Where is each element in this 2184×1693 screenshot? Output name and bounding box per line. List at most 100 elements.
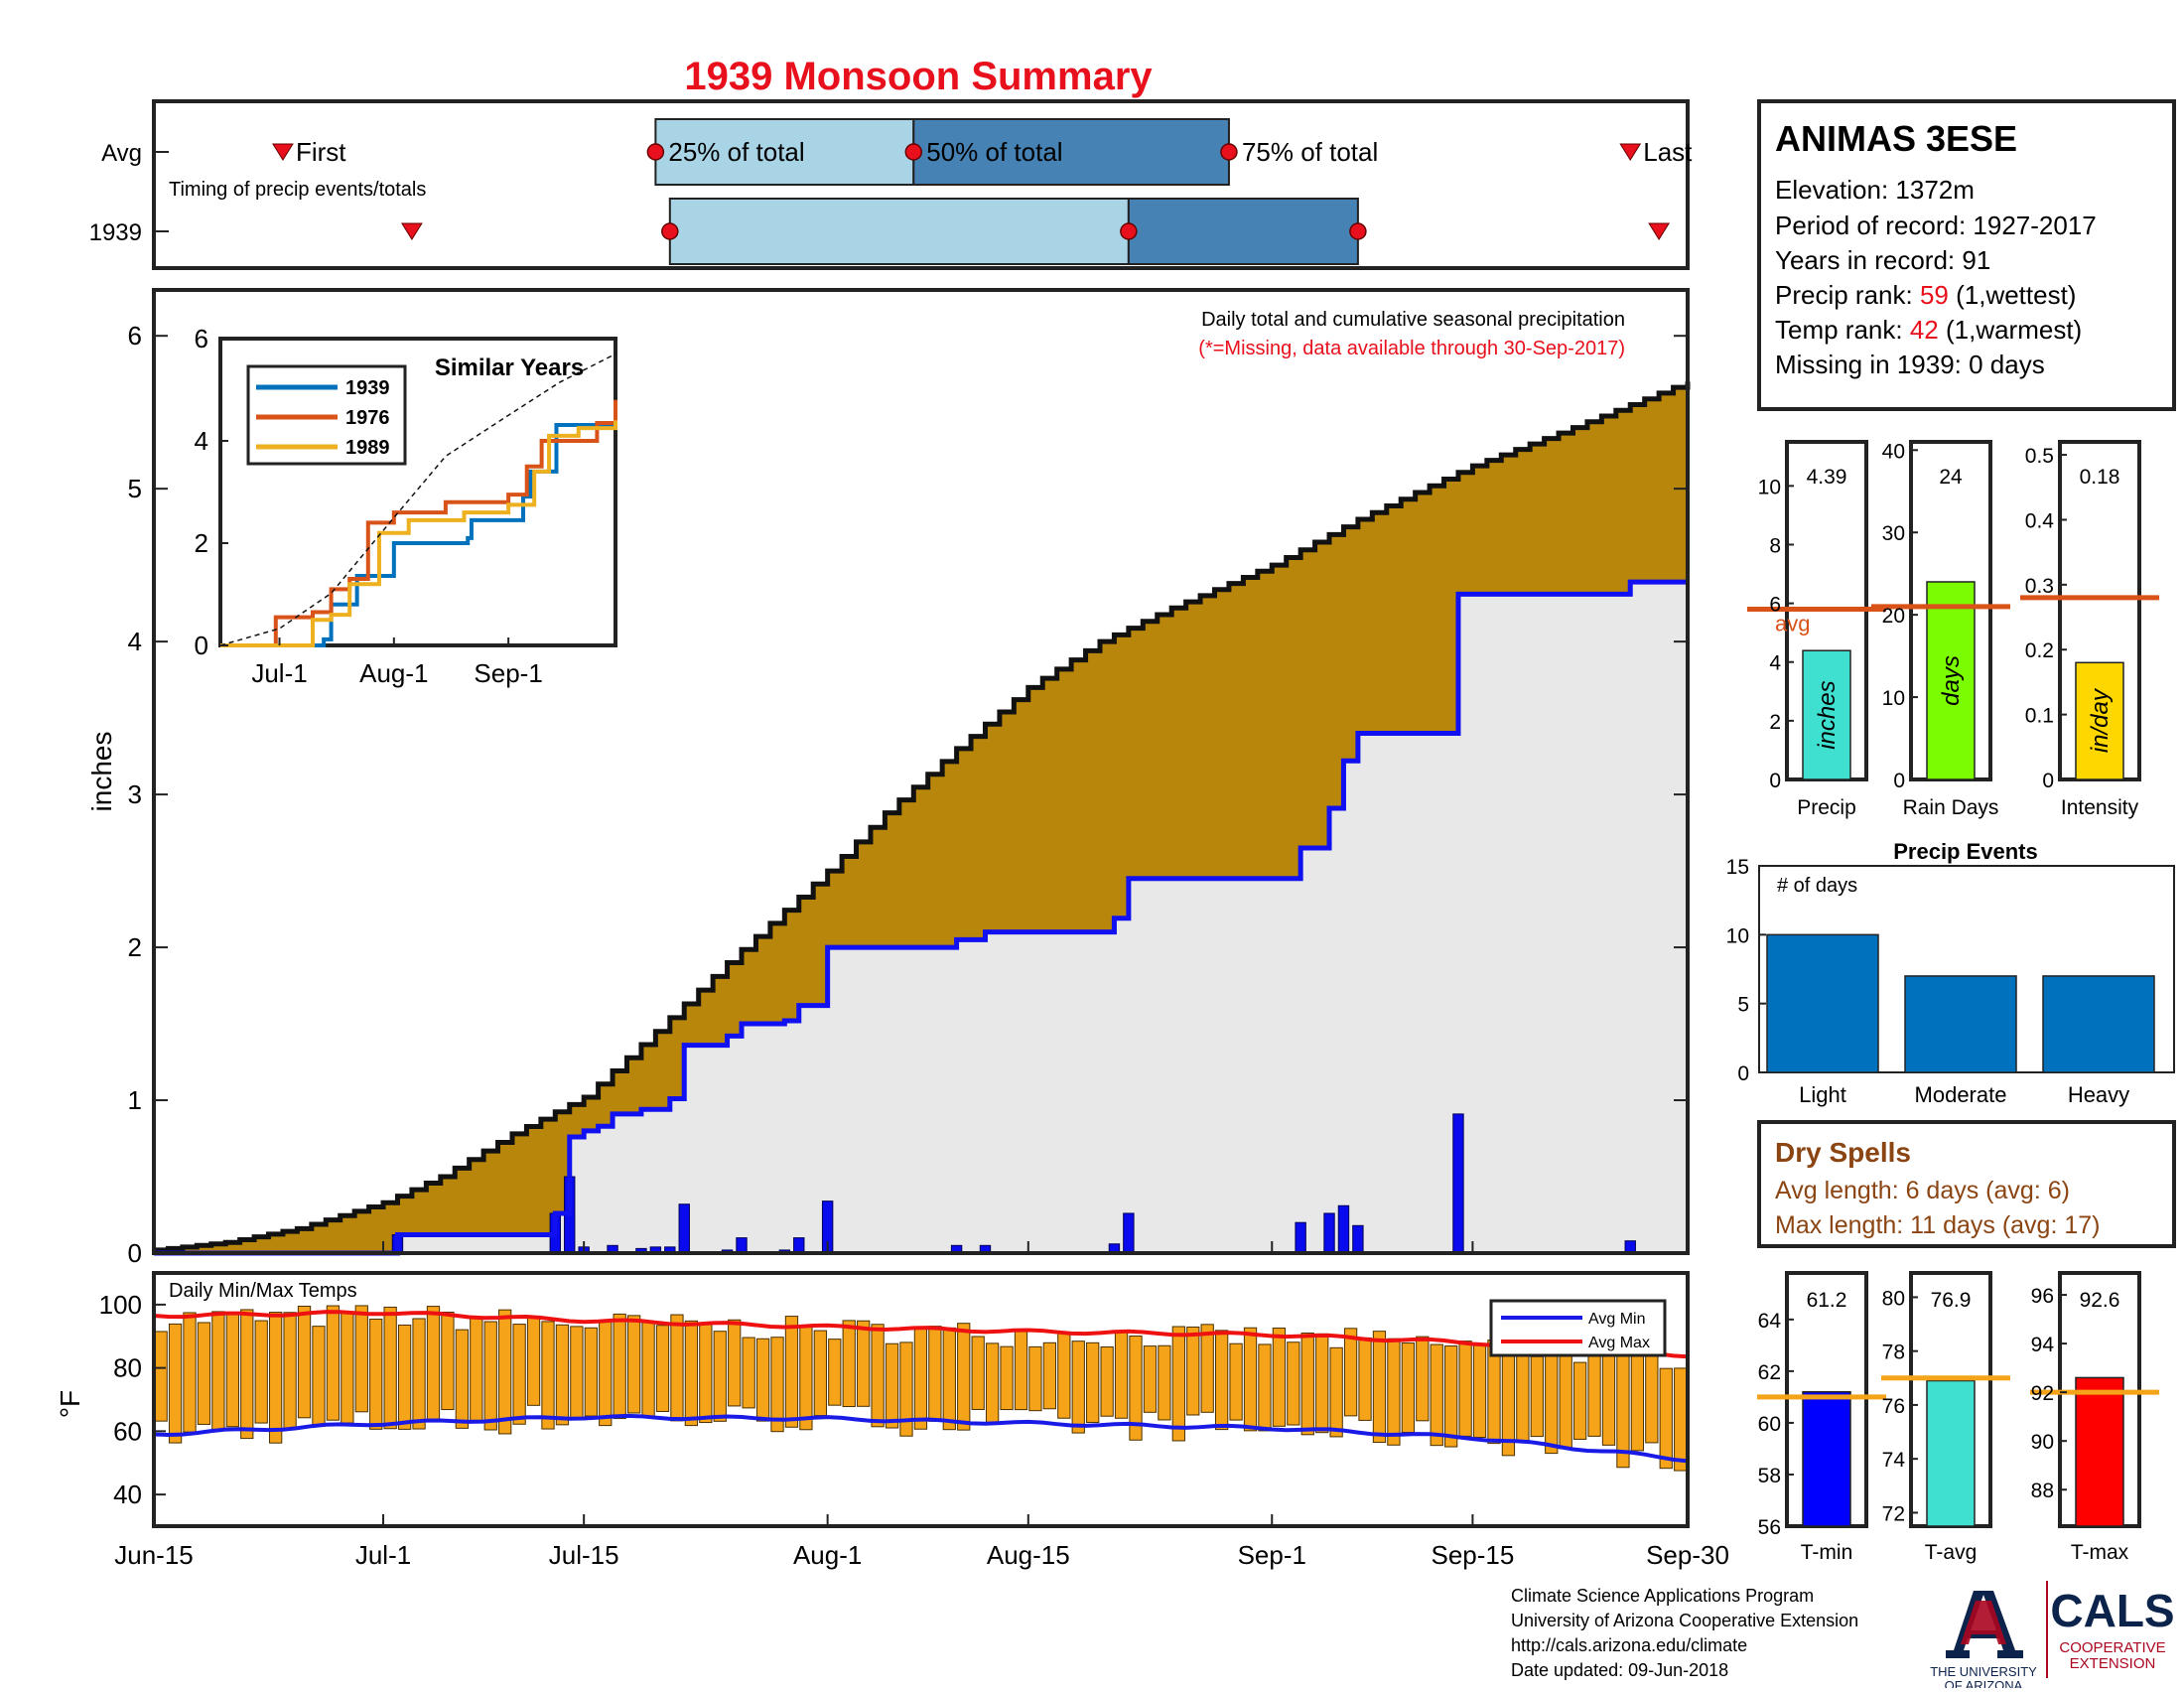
inset-line-avg <box>219 353 616 646</box>
main-ytick-label: 5 <box>128 474 142 503</box>
daily-temp-bar <box>770 1337 784 1433</box>
daily-temp-bar <box>1229 1342 1243 1421</box>
daily-temp-bar <box>913 1328 928 1430</box>
inset-ytick-label: 4 <box>195 426 208 456</box>
daily-temp-bar <box>297 1305 312 1419</box>
summary-ytick-label: 8 <box>1769 534 1781 557</box>
dry-frame <box>1757 1120 2176 1248</box>
summary-ytick-label: 0.4 <box>2025 509 2055 532</box>
summary-bar <box>1802 649 1851 780</box>
avg-cumulative-line <box>154 381 1691 1253</box>
daily-temp-bar <box>1444 1345 1458 1448</box>
daily-temp-bar <box>784 1316 799 1428</box>
timing-dot-75 <box>1220 143 1238 161</box>
timing-dot-25 <box>661 222 679 240</box>
timing-first-label: First <box>296 137 346 167</box>
summary-avg-text: avg <box>1775 612 1810 636</box>
daily-temp-bar <box>168 1323 183 1444</box>
temp-rank-value: 42 <box>1910 315 1939 345</box>
station-years: Years in record: 91 <box>1775 245 1990 275</box>
daily-temp-bar <box>1659 1367 1673 1470</box>
daily-temp-bar <box>828 1339 842 1406</box>
summary-ytick-label: 30 <box>1882 522 1905 545</box>
xaxis-tick-label: Jun-15 <box>114 1540 194 1570</box>
precip-events-panel: Precip Events Light Moderate Heavy 0 5 10 15 #… <box>1726 839 2175 1107</box>
summary-ytick-label: 0.5 <box>2025 445 2054 468</box>
daily-temp-bar <box>1616 1341 1630 1469</box>
temp-summary-ytick-label: 62 <box>1758 1361 1781 1384</box>
temp-rank-prefix: Temp rank: <box>1775 315 1910 345</box>
daily-temp-bar <box>713 1331 727 1422</box>
inset-line-1976 <box>220 399 617 647</box>
main-ytick-label: 0 <box>128 1238 142 1268</box>
events-title: Precip Events <box>1893 839 2038 864</box>
summary-ytick-label: 6 <box>1769 594 1781 617</box>
temp-summary-bar <box>1926 1379 1976 1527</box>
daily-temp-bar <box>1472 1343 1487 1439</box>
daily-precip-bar <box>1337 1204 1350 1254</box>
daily-temp-bar <box>655 1325 670 1412</box>
daily-temp-bar <box>341 1312 354 1424</box>
station-missing: Missing in 1939: 0 days <box>1775 350 2045 379</box>
temp-ytick-label: 80 <box>113 1353 142 1383</box>
temp-ytick-label: 40 <box>113 1480 142 1509</box>
daily-temp-bar <box>599 1320 613 1427</box>
daily-temp-bar <box>1501 1340 1516 1457</box>
footer: Climate Science Applications Program Uni… <box>1511 1581 2175 1693</box>
timing-dot-75 <box>1349 222 1367 240</box>
cumulative-1939-line <box>154 579 1688 1256</box>
avg-min-line <box>153 1413 1689 1464</box>
cals-sub1: COOPERATIVE <box>2059 1639 2165 1656</box>
inset-xtick-label: Sep-1 <box>474 658 542 688</box>
similar-years-inset: 0 2 4 6 Jul-1 Aug-1 Sep-1 Similar Years 1939 19… <box>195 324 617 688</box>
timing-last-marker <box>1619 143 1642 161</box>
temp-ytick-label: 60 <box>113 1416 142 1446</box>
daily-temp-bar <box>1272 1327 1287 1427</box>
station-frame <box>1757 99 2176 411</box>
main-ytick-label: 4 <box>128 627 142 656</box>
xaxis-tick-label: Jul-1 <box>355 1540 411 1570</box>
inset-legend-label: 1976 <box>345 407 390 429</box>
daily-temp-bar <box>584 1327 598 1417</box>
daily-temp-bar <box>728 1319 742 1407</box>
summary-unit-label: inches <box>1814 680 1841 749</box>
main-chart-border <box>152 288 1690 1255</box>
station-name: ANIMAS 3ESE <box>1775 118 2017 159</box>
footer-line1: Climate Science Applications Program <box>1511 1586 1814 1606</box>
daily-temp-bar <box>383 1306 397 1430</box>
events-category-label: Light <box>1799 1082 1846 1107</box>
summary-value-label: 24 <box>1939 466 1963 489</box>
timing-last-marker <box>1648 222 1671 240</box>
daily-temp-bar <box>498 1309 512 1435</box>
temp-summary-category-label: T-max <box>2071 1541 2129 1564</box>
summary-value-label: 0.18 <box>2080 466 2120 489</box>
daily-temp-bar <box>369 1318 383 1430</box>
dry-avg-length: Avg length: 6 days (avg: 6) <box>1775 1177 2070 1204</box>
daily-temp-bar <box>225 1313 239 1428</box>
daily-temp-bar <box>1559 1345 1572 1450</box>
summary-ytick-label: 40 <box>1882 440 1905 463</box>
footer-line4: Date updated: 09-Jun-2018 <box>1511 1660 1728 1680</box>
inset-title: Similar Years <box>435 354 584 381</box>
daily-precip-bar <box>793 1237 805 1254</box>
daily-temp-bar <box>1158 1344 1171 1421</box>
daily-precip-bar <box>1295 1221 1306 1254</box>
inset-ytick-label: 0 <box>195 631 208 660</box>
daily-temp-bar <box>1200 1324 1214 1413</box>
daily-temp-bar <box>684 1320 699 1427</box>
timing-25-label: 25% of total <box>668 137 804 167</box>
daily-temp-bar <box>1587 1343 1601 1437</box>
daily-temp-bar <box>1416 1336 1430 1422</box>
xaxis-tick-label: Sep-30 <box>1646 1540 1729 1570</box>
daily-temp-bar <box>483 1321 497 1431</box>
main-ytick-label: 1 <box>128 1085 142 1115</box>
temp-summary-ytick-label: 94 <box>2031 1334 2055 1356</box>
events-category-label: Moderate <box>1915 1082 2007 1107</box>
daily-temp-bar <box>455 1329 469 1429</box>
daily-temp-bar <box>613 1313 626 1420</box>
summary-ytick-label: 20 <box>1882 605 1905 628</box>
timing-75-label: 75% of total <box>1242 137 1378 167</box>
daily-temp-bar <box>1358 1337 1372 1421</box>
daily-temp-bar <box>470 1317 483 1421</box>
temp-chart-border <box>152 1271 1690 1528</box>
